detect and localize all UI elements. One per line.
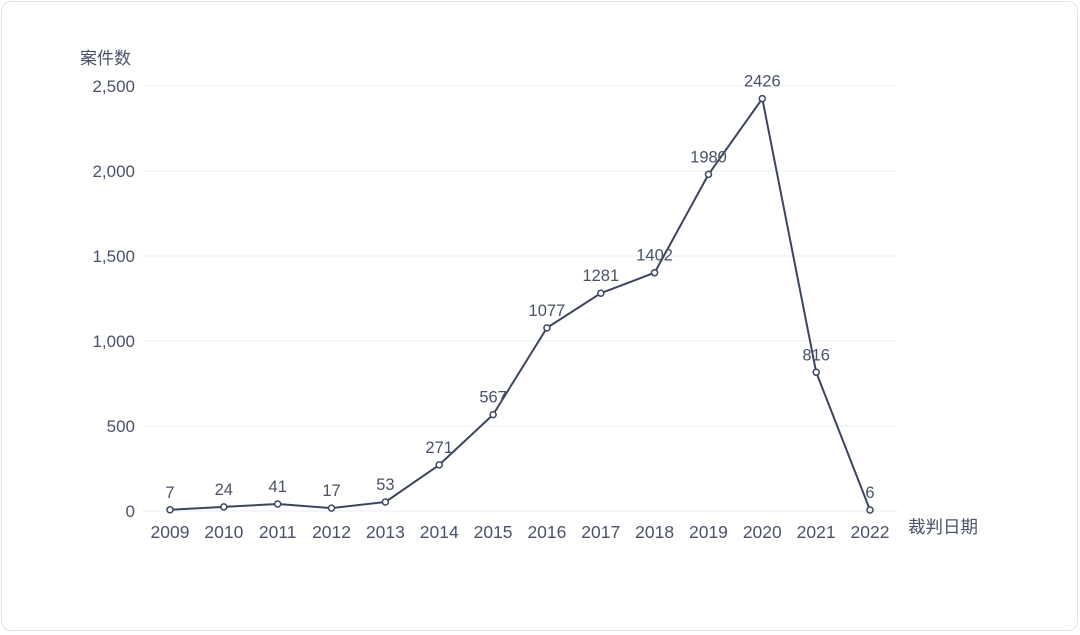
data-label: 24 <box>215 481 233 499</box>
data-label: 1402 <box>636 247 673 265</box>
data-label: 7 <box>165 484 174 502</box>
data-label: 1980 <box>690 148 727 166</box>
data-label: 6 <box>865 484 874 502</box>
series-line <box>170 99 870 510</box>
data-point-marker <box>329 505 335 511</box>
x-tick-label: 2022 <box>851 522 890 542</box>
x-tick-label: 2020 <box>743 522 782 542</box>
data-label: 567 <box>479 389 507 407</box>
data-point-marker <box>436 462 442 468</box>
x-tick-label: 2009 <box>151 522 190 542</box>
x-tick-label: 2016 <box>527 522 566 542</box>
x-tick-label: 2021 <box>797 522 836 542</box>
x-tick-label: 2012 <box>312 522 351 542</box>
data-label: 816 <box>802 346 830 364</box>
data-point-marker <box>490 412 496 418</box>
data-label: 17 <box>322 482 340 500</box>
x-tick-label: 2017 <box>581 522 620 542</box>
y-tick-label: 0 <box>126 502 135 521</box>
data-label: 2426 <box>744 73 781 91</box>
data-point-marker <box>382 499 388 505</box>
data-point-marker <box>759 96 765 102</box>
data-point-marker <box>813 369 819 375</box>
data-point-marker <box>544 325 550 331</box>
data-point-marker <box>598 290 604 296</box>
data-label: 41 <box>269 478 287 496</box>
data-point-marker <box>652 270 658 276</box>
data-point-marker <box>275 501 281 507</box>
y-tick-label: 2,000 <box>92 162 135 181</box>
data-label: 1281 <box>582 267 619 285</box>
data-point-marker <box>167 507 173 513</box>
x-tick-label: 2019 <box>689 522 728 542</box>
data-label: 53 <box>376 476 394 494</box>
x-tick-label: 2010 <box>204 522 243 542</box>
data-label: 1077 <box>529 302 566 320</box>
x-tick-label: 2015 <box>474 522 513 542</box>
x-tick-label: 2014 <box>420 522 459 542</box>
y-tick-label: 500 <box>107 417 135 436</box>
data-point-marker <box>221 504 227 510</box>
y-tick-label: 1,500 <box>92 247 135 266</box>
data-point-marker <box>706 171 712 177</box>
y-tick-label: 2,500 <box>92 77 135 96</box>
x-tick-label: 2013 <box>366 522 405 542</box>
x-tick-label: 2018 <box>635 522 674 542</box>
y-tick-label: 1,000 <box>92 332 135 351</box>
data-label: 271 <box>425 439 453 457</box>
data-point-marker <box>867 507 873 513</box>
x-tick-label: 2011 <box>259 522 297 542</box>
